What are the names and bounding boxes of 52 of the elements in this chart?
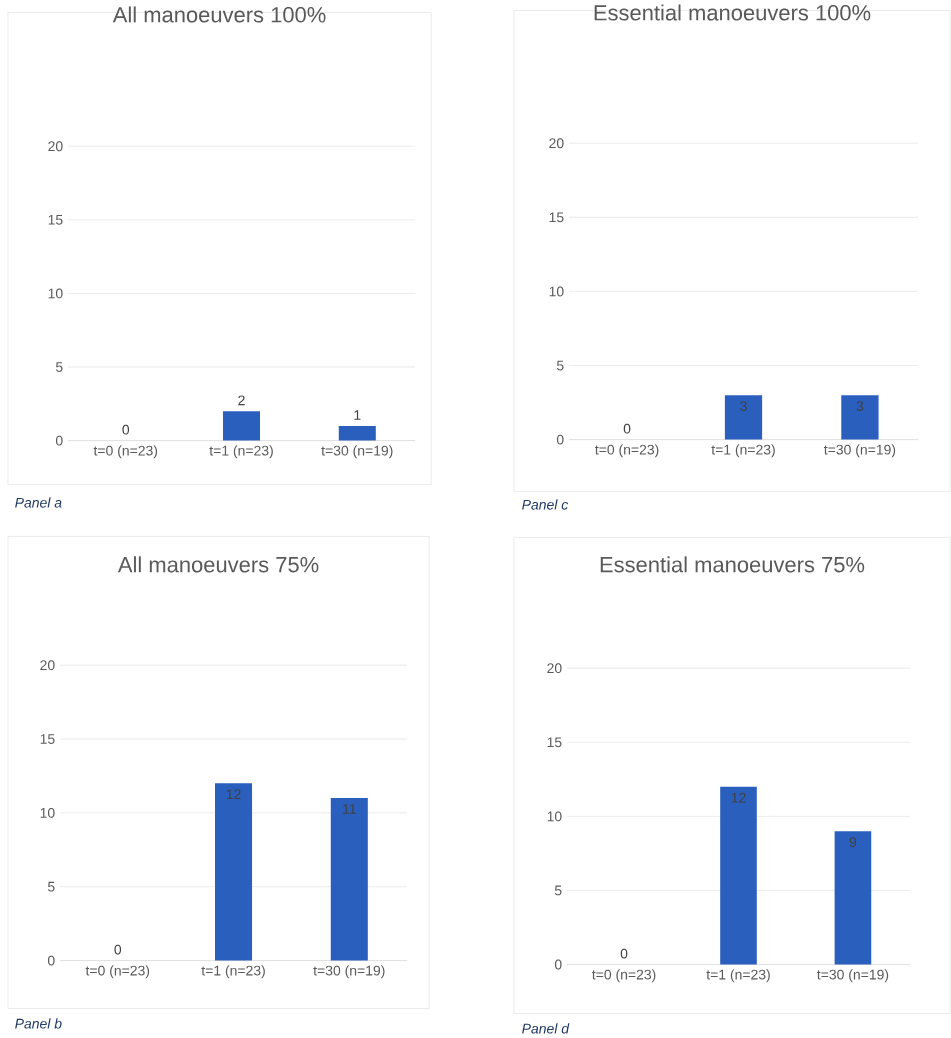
x-tick-label: t=0 (n=23) — [595, 444, 659, 458]
x-tick-label: t=30 (n=19) — [321, 445, 393, 459]
data-label: 12 — [226, 789, 241, 800]
data-label: 9 — [849, 837, 857, 848]
x-tick-label: t=0 (n=23) — [93, 445, 158, 459]
y-tick-label: 0 — [47, 955, 55, 966]
y-tick-label: 5 — [55, 362, 63, 372]
data-label: 11 — [343, 804, 356, 814]
data-label: 0 — [623, 423, 631, 434]
text: Panel d — [522, 1023, 570, 1034]
text: Panel b — [15, 1018, 62, 1029]
text: Panel a — [15, 497, 62, 508]
x-tick-label: t=1 (n=23) — [209, 445, 273, 459]
x-tick-label: t=30 (n=19) — [313, 965, 385, 979]
data-label: 2 — [238, 395, 245, 406]
y-tick-label: 15 — [40, 734, 55, 744]
x-tick-label: t=30 (n=19) — [823, 444, 896, 458]
x-tick-label: t=1 (n=23) — [711, 444, 775, 458]
x-tick-label: t=30 (n=19) — [816, 969, 889, 983]
data-label: 12 — [731, 792, 746, 803]
data-label: 0 — [122, 424, 130, 435]
chart-title: All manoeuvers 100% — [112, 6, 326, 23]
y-tick-label: 0 — [55, 435, 63, 446]
y-tick-label: 5 — [47, 881, 55, 892]
y-tick-label: 0 — [556, 434, 564, 445]
data-label: 0 — [620, 948, 628, 959]
data-label: 0 — [114, 944, 122, 955]
chart-title: Essential manoeuvers 100% — [594, 4, 871, 21]
y-tick-label: 5 — [556, 360, 564, 371]
y-tick-label: 15 — [547, 737, 562, 748]
y-tick-label: 5 — [554, 885, 562, 896]
data-label: 1 — [354, 410, 361, 420]
text: Panel c — [522, 499, 569, 510]
y-tick-label: 10 — [547, 811, 562, 822]
y-tick-label: 10 — [40, 807, 55, 818]
x-tick-label: t=0 (n=23) — [85, 965, 150, 979]
x-tick-label: t=0 (n=23) — [592, 969, 656, 983]
y-tick-label: 20 — [547, 663, 562, 674]
y-tick-label: 20 — [40, 660, 55, 671]
chart-title: All manoeuvers 75% — [117, 556, 319, 573]
chart-title: Essential manoeuvers 75% — [600, 556, 865, 573]
y-tick-label: 20 — [549, 138, 564, 149]
y-tick-label: 15 — [549, 212, 564, 223]
y-tick-label: 0 — [554, 959, 562, 970]
data-label: 3 — [856, 401, 864, 412]
x-tick-label: t=1 (n=23) — [201, 965, 265, 979]
y-tick-label: 15 — [48, 214, 63, 225]
y-tick-label: 10 — [549, 286, 564, 297]
data-label: 3 — [740, 401, 747, 412]
y-tick-label: 20 — [48, 141, 63, 152]
x-tick-label: t=1 (n=23) — [706, 969, 770, 983]
y-tick-label: 10 — [48, 288, 63, 299]
